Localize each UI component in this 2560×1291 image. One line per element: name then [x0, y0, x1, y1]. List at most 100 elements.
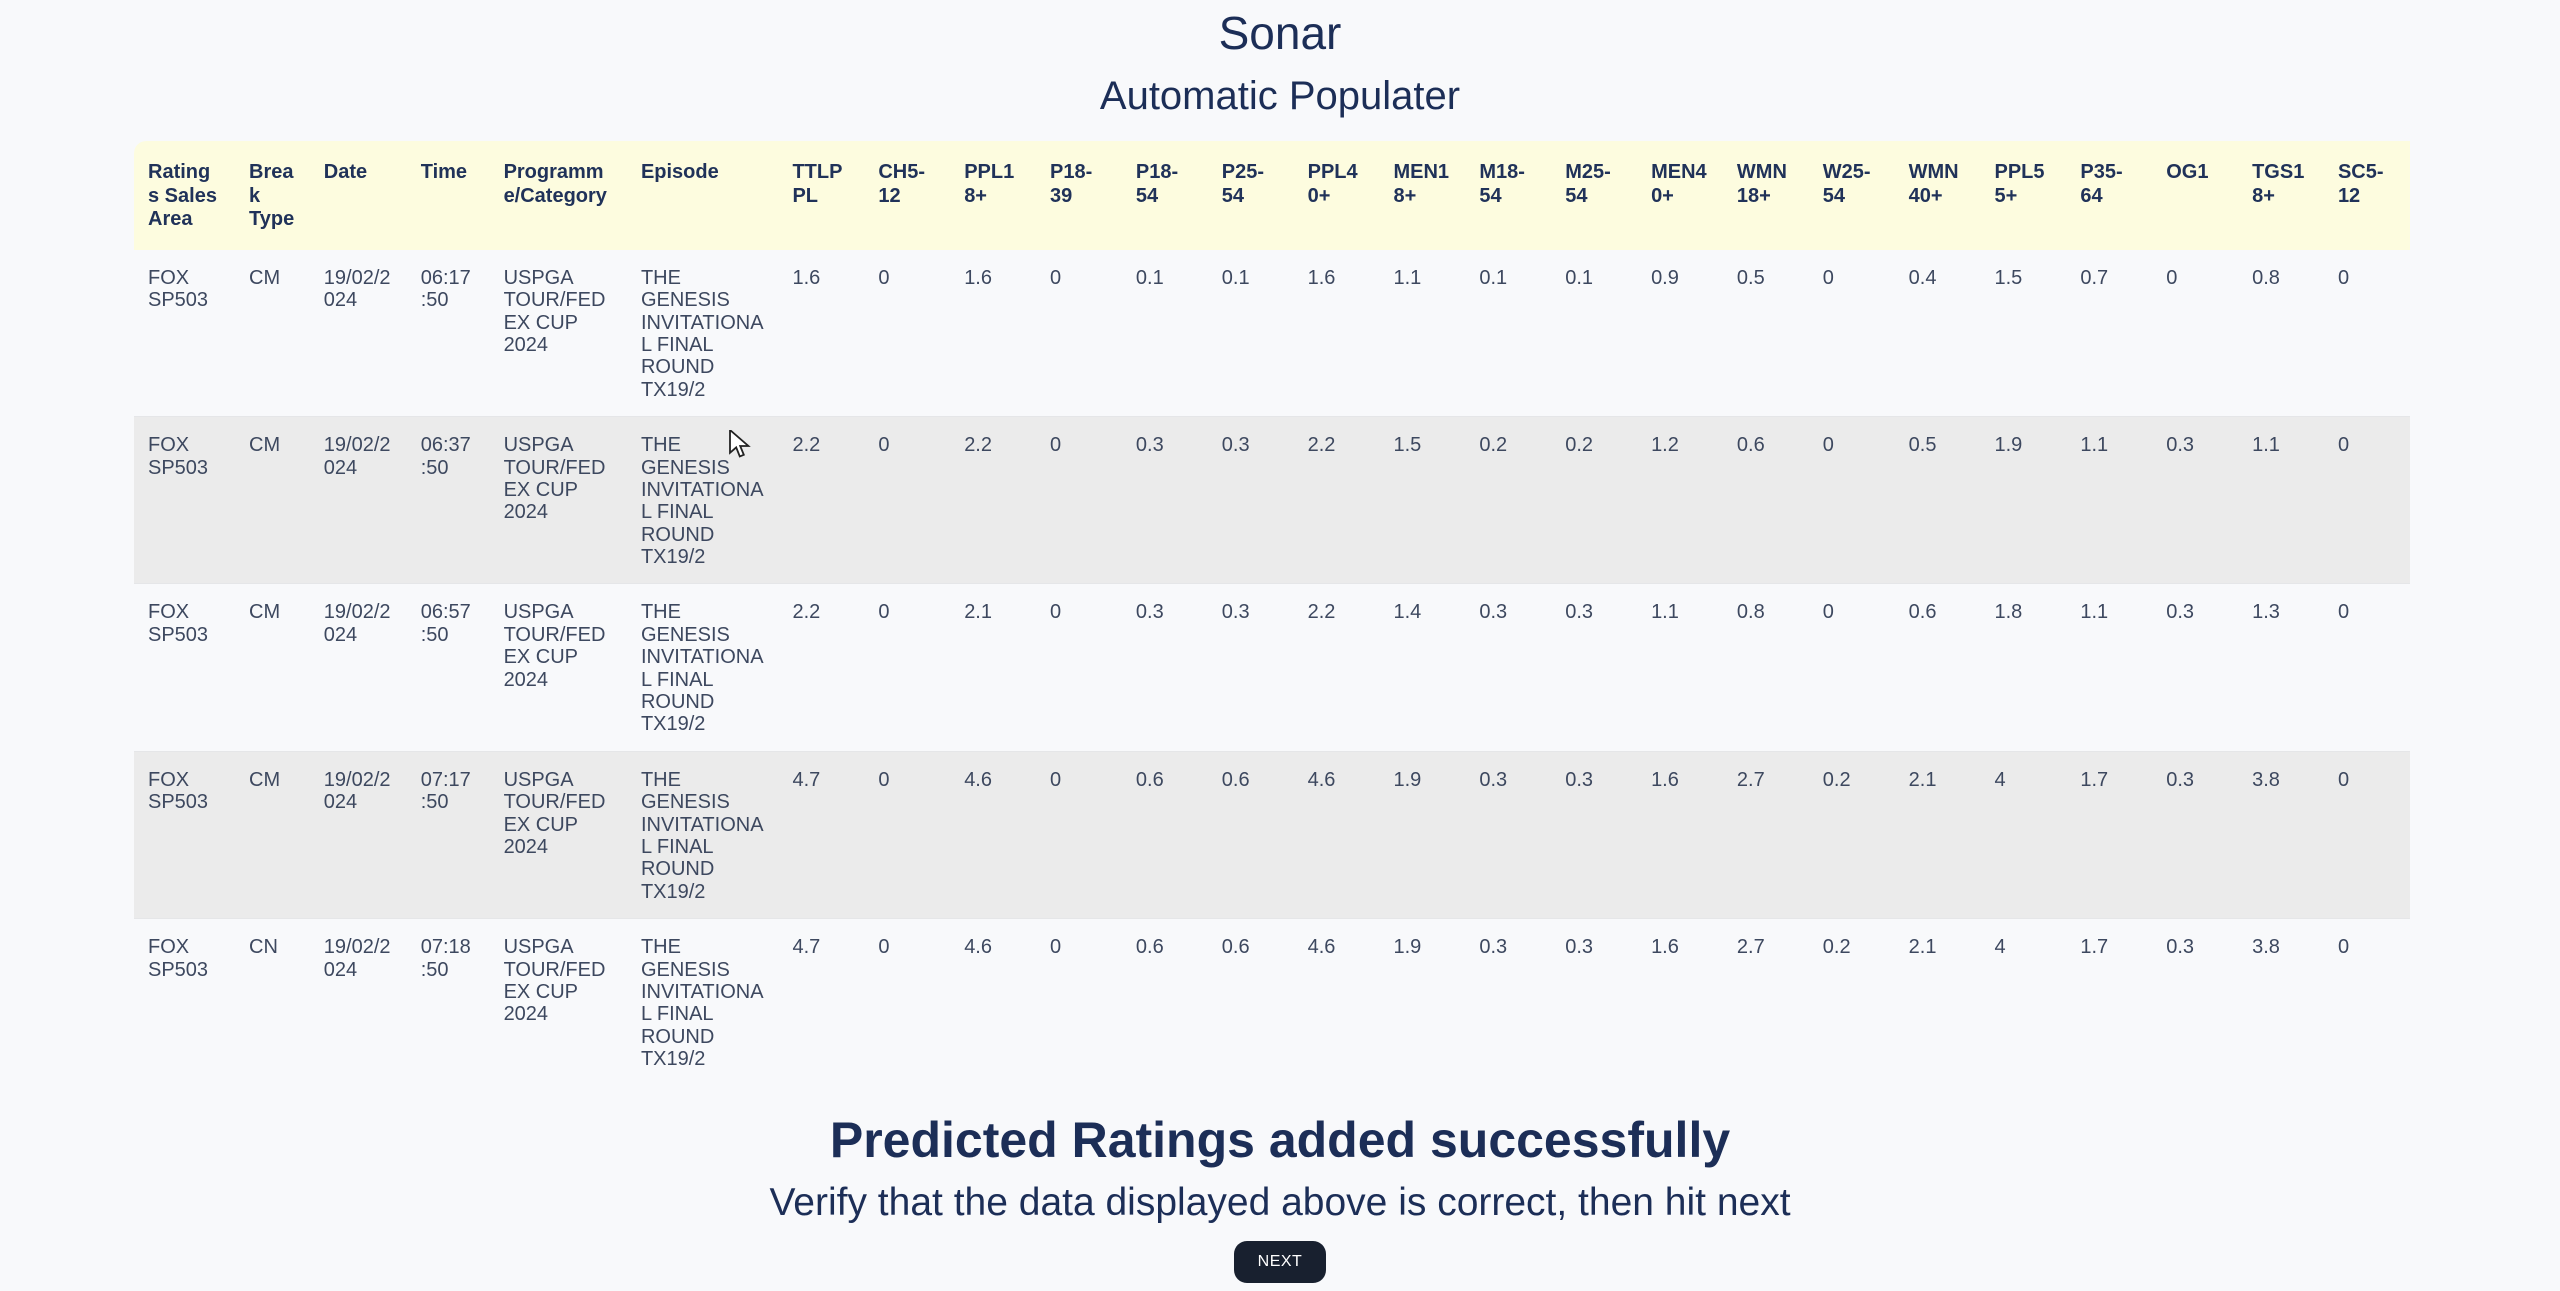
cell-p35-64: 1.1	[2080, 434, 2109, 457]
cell-m25-54: 0.3	[1565, 768, 1594, 791]
cell-ttlppl: 4.7	[792, 936, 821, 959]
cell-wmn40: 2.1	[1908, 768, 1937, 791]
cell-m18-54: 0.3	[1479, 601, 1508, 624]
column-header-men40: MEN40+	[1637, 141, 1723, 250]
verify-message: Verify that the data displayed above is …	[769, 1181, 1791, 1224]
cell-p35-64: 0.7	[2080, 266, 2109, 289]
cell-wmn18: 2.7	[1736, 936, 1765, 959]
column-header-og1: OG1	[2152, 141, 2239, 250]
cell-ratings-sales-area: FOX SP503	[148, 768, 209, 814]
column-header-ratings-sales-area: Ratings Sales Area	[134, 141, 236, 250]
cell-w25-54: 0	[1822, 601, 1834, 624]
cell-sc5-12: 0	[2337, 266, 2350, 289]
cell-ppl40: 1.6	[1307, 266, 1336, 289]
cell-sc5-12: 0	[2337, 936, 2350, 959]
cell-p18-54: 0.6	[1135, 936, 1164, 959]
cell-ppl40: 2.2	[1307, 601, 1336, 624]
page-title: Sonar	[1218, 7, 1342, 59]
cell-m18-54: 0.1	[1479, 266, 1508, 289]
column-header-time: Time	[406, 141, 490, 250]
cell-time: 07:18:50	[420, 936, 471, 981]
cell-og1: 0.3	[2166, 936, 2195, 959]
cell-wmn18: 0.5	[1736, 266, 1765, 289]
cell-p25-54: 0.6	[1221, 768, 1250, 791]
cell-date: 19/02/2024	[323, 434, 391, 479]
cell-m25-54: 0.2	[1565, 434, 1594, 457]
cell-wmn18: 0.8	[1736, 601, 1765, 624]
cell-programme-category: USPGA TOUR/FEDEX CUP 2024	[503, 601, 606, 691]
cell-date: 19/02/2024	[323, 936, 391, 981]
cell-ppl18: 2.1	[964, 601, 992, 624]
cell-men40: 1.6	[1651, 936, 1679, 959]
cell-date: 19/02/2024	[323, 768, 391, 814]
cell-og1: 0.3	[2166, 601, 2195, 624]
column-header-m18-54: M18-54	[1465, 141, 1552, 250]
cell-ppl55: 1.9	[1994, 434, 2023, 457]
cell-ppl55: 1.8	[1994, 601, 2023, 624]
cell-ppl18: 4.6	[964, 936, 992, 959]
cell-p35-64: 1.7	[2080, 936, 2109, 959]
cell-ch5-12: 0	[878, 434, 890, 457]
cell-m25-54: 0.3	[1565, 936, 1594, 959]
cell-ppl18: 2.2	[964, 434, 992, 457]
cell-episode: THE GENESIS INVITATIONAL FINAL ROUND TX1…	[640, 601, 764, 736]
cell-ch5-12: 0	[878, 601, 890, 624]
cell-tgs18: 3.8	[2252, 936, 2280, 959]
cell-time: 06:57:50	[420, 601, 471, 646]
cell-sc5-12: 0	[2337, 768, 2350, 791]
cell-w25-54: 0.2	[1822, 768, 1851, 791]
cell-wmn40: 0.4	[1908, 266, 1937, 289]
column-header-men18: MEN18+	[1379, 141, 1466, 250]
cell-tgs18: 1.1	[2252, 434, 2280, 457]
page-subtitle: Automatic Populater	[1099, 74, 1461, 118]
cell-ttlppl: 4.7	[792, 768, 821, 791]
cell-sc5-12: 0	[2337, 434, 2350, 457]
cell-date: 19/02/2024	[323, 601, 391, 646]
cell-time: 07:17:50	[420, 768, 471, 814]
cell-w25-54: 0	[1822, 434, 1834, 457]
cell-episode: THE GENESIS INVITATIONAL FINAL ROUND TX1…	[640, 434, 764, 569]
cell-p18-39: 0	[1050, 266, 1062, 289]
ratings-table: Ratings Sales Area Break Type Date Time Prog…	[134, 141, 2410, 1085]
cell-og1: 0.3	[2166, 434, 2195, 457]
table-row: FOX SP503 CM 19/02/2024 06:57:50 USPGA TOUR/…	[134, 583, 2410, 752]
cell-men18: 1.5	[1393, 434, 1422, 457]
cell-p18-39: 0	[1050, 601, 1062, 624]
cell-ttlppl: 2.2	[792, 601, 821, 624]
cell-p18-39: 0	[1050, 768, 1062, 791]
column-header-w25-54: W25-54	[1808, 141, 1895, 250]
cell-ch5-12: 0	[878, 266, 890, 289]
cell-ppl55: 4	[1994, 768, 2006, 791]
cell-programme-category: USPGA TOUR/FEDEX CUP 2024	[503, 936, 606, 1026]
column-header-programme-category: Programme/Category	[489, 141, 627, 250]
cell-p18-39: 0	[1050, 434, 1062, 457]
column-header-m25-54: M25-54	[1551, 141, 1638, 250]
column-header-wmn18: WMN18+	[1722, 141, 1809, 250]
column-header-ppl55: PPL55+	[1980, 141, 2067, 250]
cell-wmn40: 0.6	[1908, 601, 1937, 624]
cell-ppl18: 4.6	[964, 768, 992, 791]
column-header-p18-39: P18-39	[1036, 141, 1122, 250]
table-row: FOX SP503 CN 19/02/2024 07:18:50 USPGA TOUR/…	[134, 918, 2410, 1085]
cell-tgs18: 3.8	[2252, 768, 2280, 791]
cell-episode: THE GENESIS INVITATIONAL FINAL ROUND TX1…	[640, 768, 764, 903]
cell-tgs18: 0.8	[2252, 266, 2280, 289]
column-header-ttlppl: TTLPPL	[778, 141, 865, 250]
cell-men40: 1.6	[1651, 768, 1679, 791]
column-header-date: Date	[309, 141, 407, 250]
table-row: FOX SP503 CM 19/02/2024 06:17:50 USPGA TOUR/…	[134, 249, 2410, 417]
cell-date: 19/02/2024	[323, 266, 391, 312]
column-header-ch5-12: CH5-12	[864, 141, 951, 250]
cell-m18-54: 0.3	[1479, 936, 1508, 959]
cell-break-type: CM	[249, 601, 281, 624]
next-button[interactable]: NEXT	[1233, 1241, 1327, 1283]
cell-p18-39: 0	[1050, 936, 1062, 959]
cell-p18-54: 0.3	[1135, 601, 1164, 624]
ratings-table-container[interactable]: Ratings Sales Area Break Type Date Time Prog…	[134, 141, 2426, 1085]
column-header-ppl40: PPL40+	[1293, 141, 1380, 250]
cell-ppl55: 1.5	[1994, 266, 2023, 289]
cell-og1: 0.3	[2166, 768, 2195, 791]
cell-ttlppl: 1.6	[792, 266, 821, 289]
column-header-ppl18: PPL18+	[950, 141, 1037, 250]
cell-break-type: CM	[249, 768, 281, 791]
